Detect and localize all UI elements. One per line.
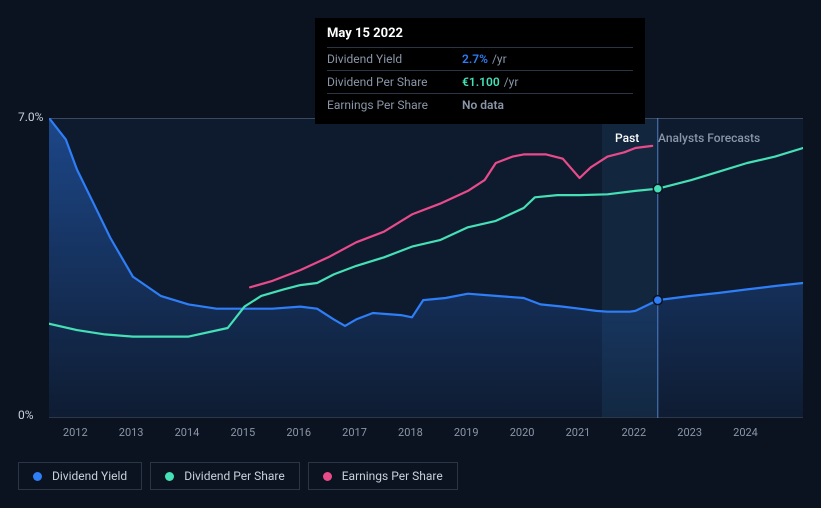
x-axis-tick-label: 2021 xyxy=(566,426,591,439)
legend-label: Dividend Per Share xyxy=(184,469,285,483)
chart-tooltip: May 15 2022 Dividend Yield2.7%/yrDividen… xyxy=(315,18,645,124)
forecast-label: Analysts Forecasts xyxy=(658,131,760,145)
legend-item-earnings-per-share[interactable]: Earnings Per Share xyxy=(308,462,458,490)
tooltip-date: May 15 2022 xyxy=(327,26,633,47)
legend-item-dividend-yield[interactable]: Dividend Yield xyxy=(18,462,142,490)
x-axis-tick-label: 2022 xyxy=(621,426,646,439)
x-axis-tick-label: 2019 xyxy=(454,426,479,439)
chart-plot-area xyxy=(49,118,803,418)
x-axis-tick-label: 2024 xyxy=(733,426,758,439)
x-axis-tick-label: 2017 xyxy=(342,426,367,439)
tooltip-metric-value: No data xyxy=(462,98,504,112)
y-axis-tick-label: 0% xyxy=(18,408,34,422)
legend-label: Earnings Per Share xyxy=(342,469,443,483)
legend: Dividend Yield Dividend Per Share Earnings… xyxy=(18,462,458,490)
x-axis-tick-label: 2023 xyxy=(677,426,702,439)
tooltip-metric-label: Earnings Per Share xyxy=(327,98,462,112)
tooltip-metric-unit: /yr xyxy=(492,52,507,66)
x-axis-tick-label: 2014 xyxy=(175,426,200,439)
tooltip-metric-value: 2.7% xyxy=(462,52,488,66)
x-axis-tick-label: 2020 xyxy=(510,426,535,439)
legend-dot xyxy=(323,472,332,481)
y-axis-tick-label: 7.0% xyxy=(18,110,43,124)
x-axis-tick-label: 2018 xyxy=(398,426,423,439)
tooltip-row: Dividend Per Share€1.100/yr xyxy=(327,70,633,93)
tooltip-metric-unit: /yr xyxy=(504,75,519,89)
tooltip-metric-value: €1.100 xyxy=(462,75,500,89)
tooltip-row: Earnings Per ShareNo data xyxy=(327,93,633,116)
x-axis-tick-label: 2015 xyxy=(230,426,255,439)
tooltip-row: Dividend Yield2.7% /yr xyxy=(327,47,633,70)
tooltip-metric-label: Dividend Yield xyxy=(327,52,462,66)
legend-dot xyxy=(165,472,174,481)
past-label: Past xyxy=(615,131,639,145)
legend-dot xyxy=(33,472,42,481)
x-axis-tick-label: 2013 xyxy=(119,426,144,439)
x-axis-tick-label: 2016 xyxy=(286,426,311,439)
legend-item-dividend-per-share[interactable]: Dividend Per Share xyxy=(150,462,300,490)
legend-label: Dividend Yield xyxy=(52,469,127,483)
tooltip-metric-label: Dividend Per Share xyxy=(327,75,462,89)
x-axis-tick-label: 2012 xyxy=(63,426,88,439)
